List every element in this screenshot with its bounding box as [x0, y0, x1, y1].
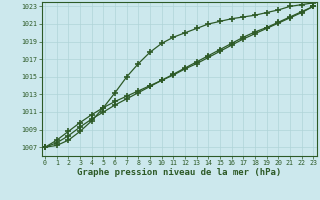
X-axis label: Graphe pression niveau de la mer (hPa): Graphe pression niveau de la mer (hPa) — [77, 168, 281, 177]
